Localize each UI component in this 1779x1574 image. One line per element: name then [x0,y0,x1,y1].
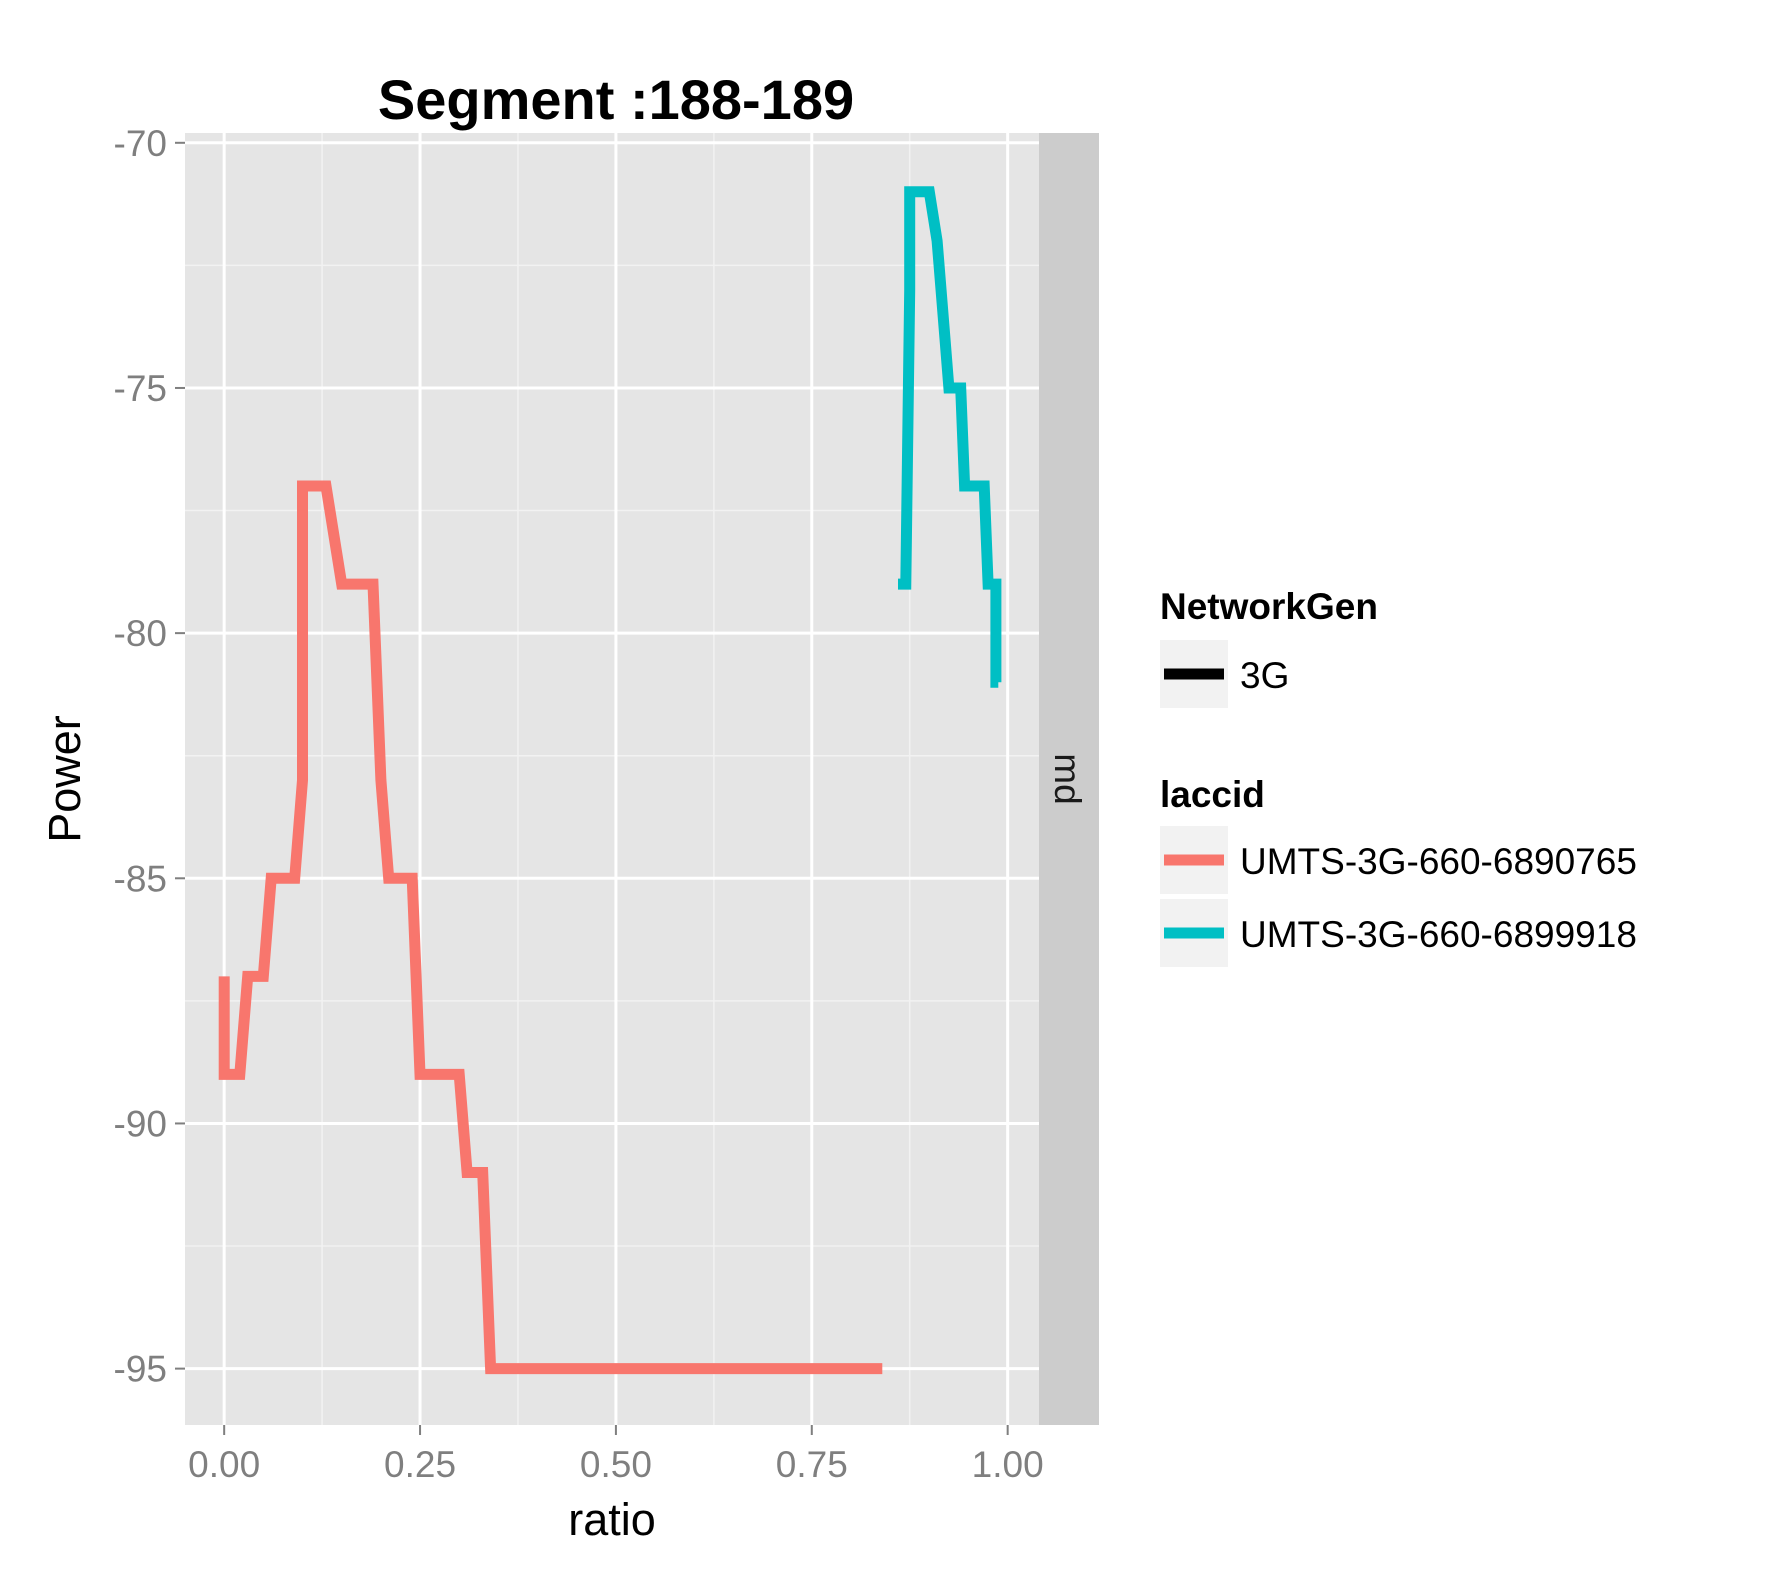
x-tick-label: 0.75 [776,1444,848,1485]
x-tick-label: 0.25 [384,1444,456,1485]
major-gridlines [185,133,1039,1425]
y-tick-label: -80 [114,613,167,654]
plot-panel [185,133,1039,1425]
facet-strip [1039,133,1099,1425]
y-tick-label: -85 [114,858,167,899]
legend: NetworkGen 3G laccid UMTS-3G-660-6890765… [1160,586,1637,967]
legend-title-networkgen: NetworkGen [1160,586,1378,627]
series-lines [218,186,1002,1375]
x-axis: 0.00 0.25 0.50 0.75 1.00 [188,1425,1044,1485]
legend-title-laccid: laccid [1160,774,1265,815]
x-tick-label: 0.00 [188,1444,260,1485]
series-line-1 [218,480,883,1375]
legend-label-6899918: UMTS-3G-660-6899918 [1240,914,1637,955]
facet-strip-label: md [1047,753,1088,804]
y-axis-title: Power [39,715,90,843]
x-tick-label: 1.00 [972,1444,1044,1485]
y-axis: -70 -75 -80 -85 -90 -95 [114,123,185,1390]
legend-label-6890765: UMTS-3G-660-6890765 [1240,841,1637,882]
x-tick-label: 0.50 [580,1444,652,1485]
chart-title: Segment :188-189 [378,68,854,131]
y-tick-label: -75 [114,368,167,409]
y-tick-label: -90 [114,1103,167,1144]
y-tick-label: -95 [114,1349,167,1390]
series-line-2 [898,186,1002,688]
legend-label-3g: 3G [1240,655,1289,696]
x-axis-title: ratio [568,1494,656,1545]
y-tick-label: -70 [114,123,167,164]
